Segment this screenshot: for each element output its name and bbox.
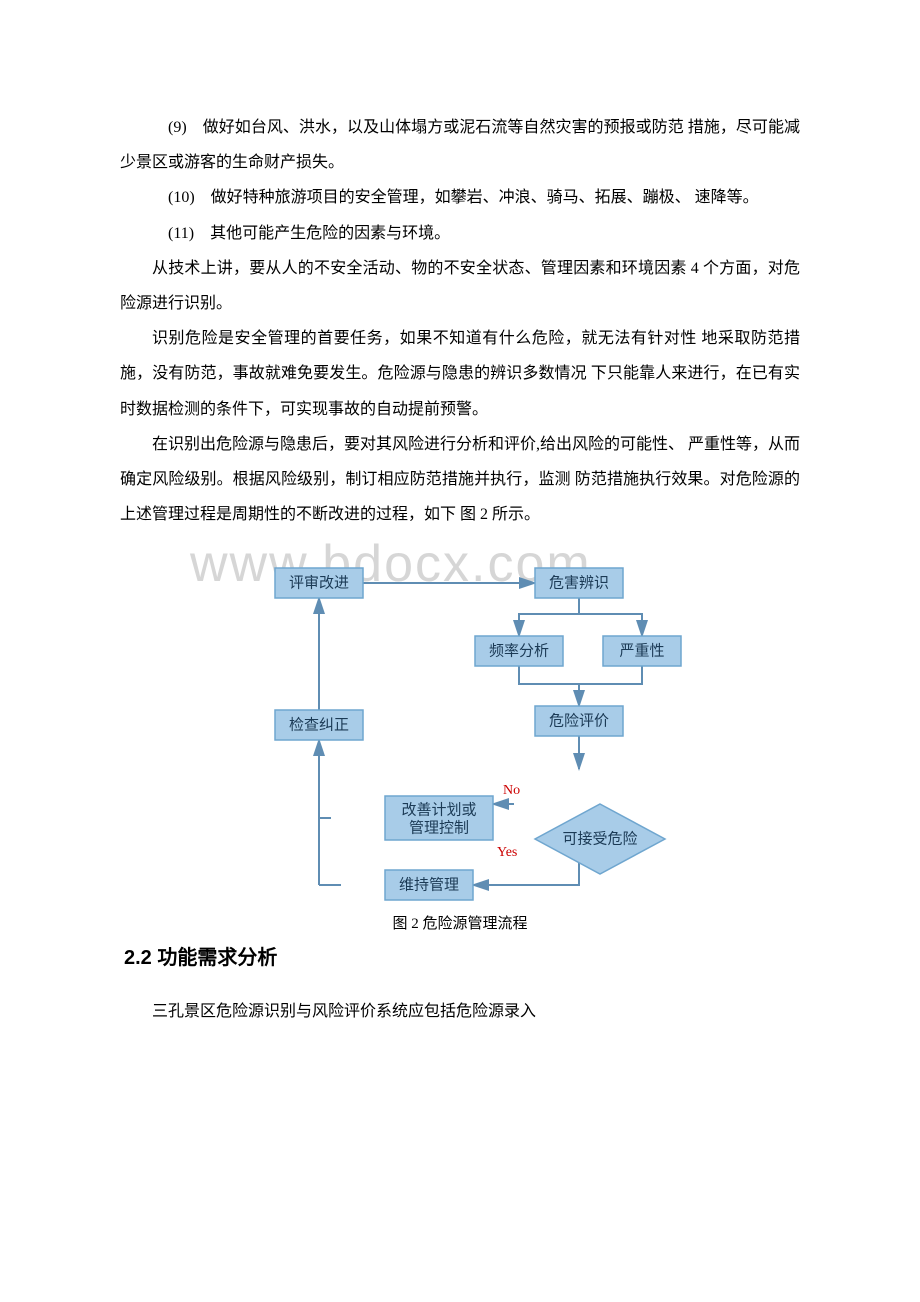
paragraph-tech: 从技术上讲，要从人的不安全活动、物的不安全状态、管理因素和环境因素 4 个方面，… [120,251,800,321]
flow-node-label: 评审改进 [289,575,349,592]
flow-edge-label: Yes [497,845,517,860]
flowchart-figure: www.bdocx.com NoYes评审改进危害辨识频率分析严重性危险评价检查… [120,550,800,933]
paragraph-9: (9) 做好如台风、洪水，以及山体塌方或泥石流等自然灾害的预报或防范 措施，尽可… [120,110,800,180]
flow-node-label: 频率分析 [489,643,549,660]
paragraph-10: (10) 做好特种旅游项目的安全管理，如攀岩、冲浪、骑马、拓展、蹦极、 速降等。 [120,180,800,215]
paragraph-closing: 三孔景区危险源识别与风险评价系统应包括危险源录入 [120,994,800,1029]
document-page: (9) 做好如台风、洪水，以及山体塌方或泥石流等自然灾害的预报或防范 措施，尽可… [0,0,920,1229]
flow-node-label: 维持管理 [399,877,459,894]
flow-edge [579,598,642,636]
flow-node-label: 检查纠正 [289,717,349,734]
flow-edge [519,666,579,706]
section-title-2-2: 2.2 功能需求分析 [120,941,800,970]
flow-edge [519,598,579,636]
flow-node-label: 管理控制 [409,820,469,837]
figure-caption: 图 2 危险源管理流程 [120,912,800,933]
flow-node-label: 改善计划或 [401,802,476,819]
paragraph-11: (11) 其他可能产生危险的因素与环境。 [120,216,800,251]
paragraph-identify: 识别危险是安全管理的首要任务，如果不知道有什么危险，就无法有针对性 地采取防范措… [120,321,800,427]
flow-node-label: 严重性 [619,643,664,660]
flowchart-svg: No Yes 评审改进 危害辨识频率分析 严重性危险评价 检查纠正可接受危险 改善计划或管理… [205,550,715,910]
flow-node-label: 可接受危险 [562,831,637,848]
flow-edge [579,666,642,684]
flow-node-label: 危险评价 [549,713,609,730]
flow-node-label: 危害辨识 [549,575,609,592]
flow-edge-label: No [503,783,520,798]
paragraph-analyze: 在识别出危险源与隐患后，要对其风险进行分析和评价,给出风险的可能性、 严重性等，… [120,427,800,533]
